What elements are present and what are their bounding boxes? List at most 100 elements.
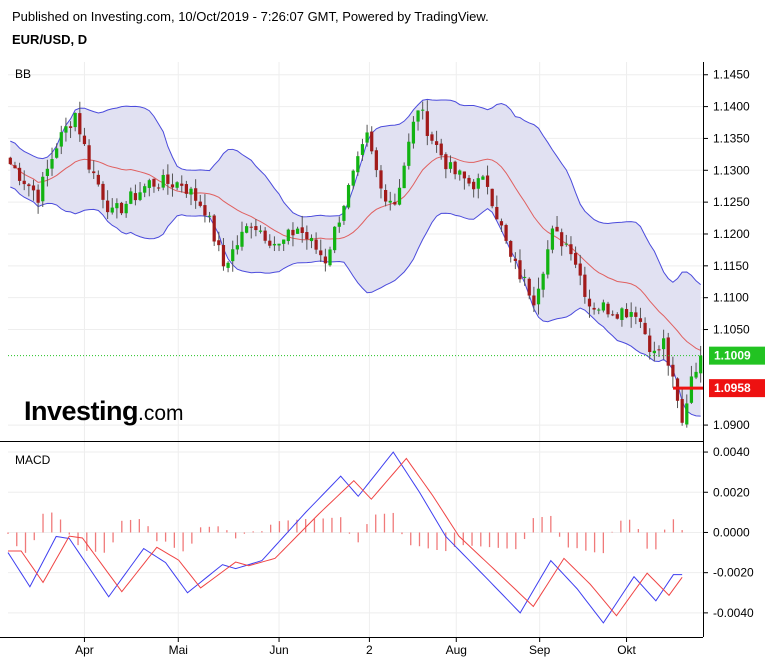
- candle-body: [180, 183, 184, 186]
- candle-body: [175, 182, 179, 188]
- candle: [518, 249, 522, 283]
- candle: [657, 345, 661, 357]
- candle-body: [379, 170, 383, 189]
- candle: [55, 143, 59, 159]
- candle-body: [226, 262, 230, 268]
- candle: [532, 286, 536, 313]
- candle: [300, 215, 304, 243]
- candle: [587, 289, 592, 318]
- candle-body: [661, 338, 666, 350]
- macd-panel-label: MACD: [15, 453, 51, 467]
- candle-body: [119, 202, 124, 214]
- candle-body: [421, 109, 425, 111]
- candle: [592, 302, 596, 315]
- candle-body: [78, 113, 82, 135]
- candle: [323, 248, 328, 272]
- candle: [258, 225, 263, 234]
- candle: [453, 160, 457, 180]
- candle: [194, 179, 198, 209]
- candle: [555, 215, 559, 232]
- candle-body: [448, 162, 453, 169]
- candle: [207, 211, 212, 223]
- candle: [198, 194, 202, 208]
- candle: [291, 222, 295, 247]
- candle: [78, 101, 82, 142]
- candle: [282, 239, 286, 251]
- candle-body: [268, 240, 272, 246]
- time-tick-label: Okt: [617, 643, 636, 657]
- bb-middle-band: [10, 156, 701, 351]
- marker-price-badge: [709, 379, 765, 398]
- candle: [346, 183, 351, 210]
- candle: [13, 161, 17, 169]
- candle: [221, 238, 226, 271]
- candle-body: [147, 180, 151, 188]
- candle: [133, 184, 138, 206]
- logo-brand: Investing: [24, 396, 139, 426]
- candle: [402, 162, 406, 189]
- candle: [499, 218, 504, 232]
- candle-body: [41, 176, 45, 202]
- candle: [138, 182, 142, 202]
- candle-body: [45, 168, 50, 176]
- candle-body: [314, 239, 318, 250]
- candle: [485, 165, 490, 195]
- candle: [8, 156, 12, 165]
- candle: [68, 121, 73, 139]
- candle: [59, 125, 63, 155]
- candle: [314, 232, 318, 254]
- candle-body: [699, 355, 703, 374]
- candle: [652, 341, 656, 362]
- candle: [170, 173, 175, 197]
- candle-body: [527, 278, 531, 296]
- candle-body: [629, 312, 633, 317]
- price-tick-label: 1.1200: [713, 227, 750, 241]
- candle: [82, 127, 87, 147]
- candle-body: [606, 303, 610, 315]
- candle-body: [64, 126, 68, 133]
- macd-tick-label: 0.0040: [713, 445, 750, 459]
- candle-body: [573, 252, 578, 265]
- candle: [124, 200, 128, 218]
- candle-body: [522, 276, 527, 278]
- candle-body: [439, 143, 443, 156]
- candle: [397, 179, 402, 206]
- candle: [458, 169, 462, 181]
- candle-body: [277, 243, 281, 246]
- candle: [416, 110, 420, 131]
- candle: [119, 201, 124, 216]
- candle: [50, 147, 54, 176]
- candle-body: [402, 165, 406, 189]
- candle: [286, 228, 290, 245]
- candle-body: [643, 322, 647, 335]
- candle-body: [592, 307, 596, 310]
- candle: [624, 303, 629, 319]
- candle: [509, 239, 513, 263]
- candle: [22, 170, 26, 191]
- candle-body: [430, 134, 434, 141]
- candle: [305, 225, 309, 250]
- candle: [504, 223, 508, 244]
- candle: [472, 179, 476, 198]
- candle: [620, 307, 624, 327]
- candle-body: [217, 240, 221, 246]
- candle-body: [333, 226, 337, 251]
- candle-body: [513, 258, 517, 261]
- candle: [244, 223, 249, 234]
- candle-body: [13, 165, 17, 169]
- candle-body: [291, 229, 295, 236]
- time-tick-label: 2: [366, 643, 373, 657]
- candle: [92, 160, 96, 180]
- candle: [328, 246, 332, 267]
- candle: [360, 138, 365, 161]
- candle: [351, 169, 355, 190]
- candle-body: [624, 309, 629, 318]
- candle: [217, 231, 221, 252]
- candle: [425, 100, 429, 146]
- candle: [439, 138, 443, 160]
- price-tick-label: 1.1250: [713, 195, 750, 209]
- candle-body: [434, 141, 439, 145]
- candle: [147, 178, 151, 197]
- candle-body: [680, 398, 684, 423]
